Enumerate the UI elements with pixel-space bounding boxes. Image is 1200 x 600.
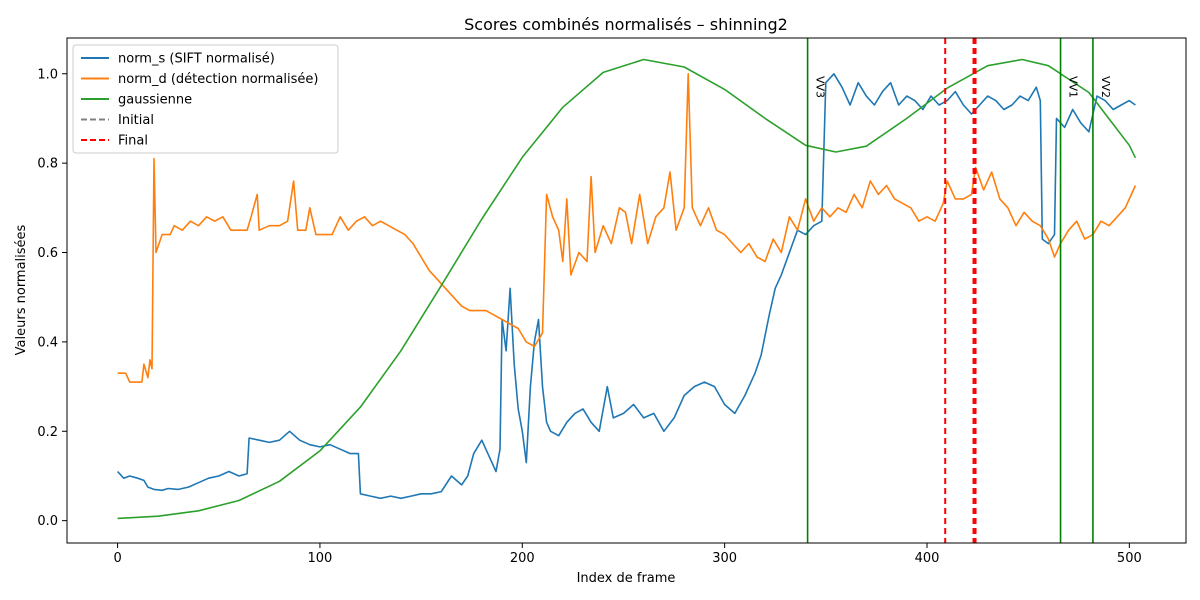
legend-entry-label: Initial	[118, 113, 154, 128]
legend-entry-label: gaussienne	[118, 93, 192, 108]
x-tick-label: 400	[915, 551, 940, 566]
y-axis-label: Valeurs normalisées	[14, 224, 29, 355]
y-tick-label: 0.2	[37, 425, 58, 440]
y-tick-label: 0.8	[37, 157, 58, 172]
y-tick-label: 0.4	[37, 335, 58, 350]
vertical-marker-label: VV3	[814, 76, 827, 98]
y-tick-label: 1.0	[37, 67, 58, 82]
series-line-2	[117, 58, 1137, 520]
chart-title: Scores combinés normalisés – shinning2	[464, 15, 788, 34]
legend-box	[72, 44, 339, 154]
x-tick-label: 300	[712, 551, 737, 566]
y-tick-label: 0.0	[37, 514, 58, 529]
axes: 0 100 200 300 400 500 0.0 0.2 0.4 0.6 0.8 1.0	[37, 37, 1187, 566]
series-line-1	[117, 73, 1137, 383]
x-tick-label: 100	[308, 551, 333, 566]
vertical-marker-label: VV1	[1067, 76, 1080, 98]
legend-entry-label: norm_s (SIFT normalisé)	[118, 52, 275, 67]
series-line-0	[117, 73, 1136, 500]
x-axis-label: Index de frame	[577, 571, 676, 586]
series-layer	[117, 58, 1137, 520]
legend: norm_s (SIFT normalisé) norm_d (détection…	[72, 44, 339, 154]
plot-frame	[66, 37, 1187, 544]
x-tick-label: 500	[1117, 551, 1142, 566]
vertical-marker-label: VV2	[1099, 76, 1112, 98]
x-tick-label: 200	[510, 551, 535, 566]
legend-entry-label: Final	[118, 134, 148, 149]
vertical-markers: VV3 VV1 VV2	[806, 38, 1112, 543]
x-tick-label: 0	[113, 551, 121, 566]
legend-entry-label: norm_d (détection normalisée)	[118, 72, 318, 87]
y-tick-label: 0.6	[37, 246, 58, 261]
